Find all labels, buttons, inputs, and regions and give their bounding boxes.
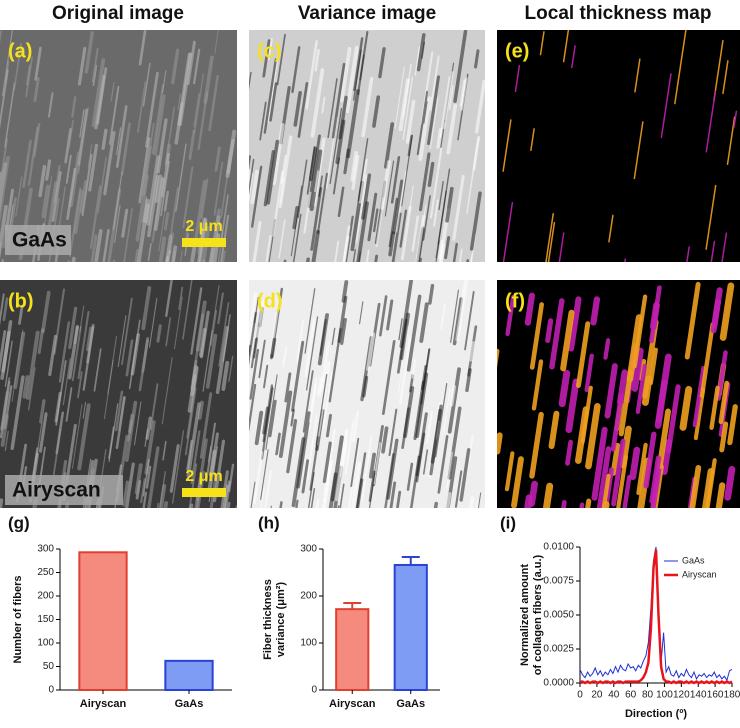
sample-name: Airyscan (12, 479, 101, 502)
column-heading: Variance image (298, 3, 436, 24)
y-tick-label: 0 (311, 685, 317, 696)
y-tick-label: 0.0025 (543, 644, 574, 655)
y-tick-label: 150 (37, 614, 54, 625)
column-heading: Local thickness map (525, 3, 712, 24)
streak (620, 372, 624, 402)
bar (336, 609, 368, 690)
panel-label: (h) (258, 513, 280, 532)
y-axis-label: of collagen fibers (a.u.) (532, 554, 544, 675)
streak (645, 379, 649, 403)
streak (489, 351, 497, 404)
streak (289, 501, 297, 555)
micrograph (0, 280, 237, 569)
x-tick-label: GaAs (175, 698, 204, 710)
x-tick-label: 20 (591, 690, 603, 701)
scale-bar (182, 238, 226, 247)
streak (600, 504, 606, 543)
scale-bar (182, 488, 226, 497)
panel-label: (b) (8, 290, 34, 312)
y-tick-label: 0.0075 (543, 576, 574, 587)
y-axis-label: Normalized amount (519, 564, 531, 666)
x-tick-label: 0 (577, 690, 583, 701)
streak (233, 507, 237, 533)
streak (567, 442, 570, 463)
panel-label: (g) (8, 513, 30, 532)
x-tick-label: 120 (673, 690, 690, 701)
streak (184, 505, 192, 556)
panel-label: (c) (257, 40, 281, 62)
streak (241, 171, 249, 225)
streak (606, 340, 609, 358)
streak (593, 299, 596, 322)
micrograph (489, 280, 740, 567)
image-bg (497, 30, 740, 262)
y-tick-label: 0 (48, 685, 54, 696)
x-tick-label: GaAs (396, 698, 425, 710)
legend-label: Airyscan (682, 569, 717, 579)
bar (79, 552, 126, 690)
y-tick-label: 200 (37, 591, 54, 602)
streak (528, 296, 532, 323)
bar (395, 565, 427, 690)
streak (497, 435, 499, 451)
streak (728, 469, 732, 497)
column-heading: Original image (52, 3, 184, 24)
x-tick-label: Airyscan (329, 698, 376, 710)
x-tick-label: 160 (707, 690, 724, 701)
panel-label: (a) (8, 40, 32, 62)
streak (548, 321, 551, 341)
x-tick-label: 140 (690, 690, 707, 701)
x-axis-label: Direction (º) (625, 708, 687, 720)
panel-label: (e) (505, 40, 529, 62)
streak (545, 486, 550, 516)
streak (562, 502, 565, 519)
x-tick-label: 40 (608, 690, 620, 701)
streak (272, 340, 275, 357)
x-tick-label: Airyscan (80, 698, 127, 710)
y-tick-label: 300 (300, 544, 317, 555)
y-axis-label: variance (μm²) (275, 582, 287, 658)
streak (111, 261, 114, 281)
streak (0, 500, 1, 563)
streak (532, 484, 535, 504)
y-tick-label: 0.0050 (543, 610, 574, 621)
y-tick-label: 250 (37, 567, 54, 578)
streak (714, 302, 718, 330)
y-axis-label: Fiber thickness (262, 579, 274, 660)
y-tick-label: 50 (43, 661, 55, 672)
y-tick-label: 100 (300, 638, 317, 649)
streak (156, 503, 166, 569)
streak (331, 506, 338, 555)
y-tick-label: 100 (37, 638, 54, 649)
bar (165, 661, 212, 690)
micrograph (497, 30, 740, 309)
y-axis-label: Number of fibers (12, 575, 24, 663)
streak (525, 498, 530, 529)
y-tick-label: 300 (37, 544, 54, 555)
streak (562, 373, 567, 403)
scale-bar-label: 2 μm (185, 468, 222, 485)
y-tick-label: 200 (300, 591, 317, 602)
y-tick-label: 0.0000 (543, 678, 574, 689)
panel-label: (i) (500, 513, 516, 532)
error-bar (402, 557, 420, 565)
legend-label: GaAs (682, 555, 705, 565)
streak (633, 450, 637, 477)
streak (243, 346, 249, 387)
x-tick-label: 180 (724, 690, 740, 701)
panel-label: (d) (257, 290, 283, 312)
x-tick-label: 100 (656, 690, 673, 701)
streak (63, 504, 67, 531)
y-tick-label: 0.0100 (543, 542, 574, 553)
x-tick-label: 60 (625, 690, 637, 701)
sample-name: GaAs (12, 229, 67, 252)
streak (243, 157, 250, 202)
panel-label: (f) (505, 290, 525, 312)
x-tick-label: 80 (642, 690, 654, 701)
streak (66, 261, 69, 278)
scale-bar-label: 2 μm (185, 218, 222, 235)
